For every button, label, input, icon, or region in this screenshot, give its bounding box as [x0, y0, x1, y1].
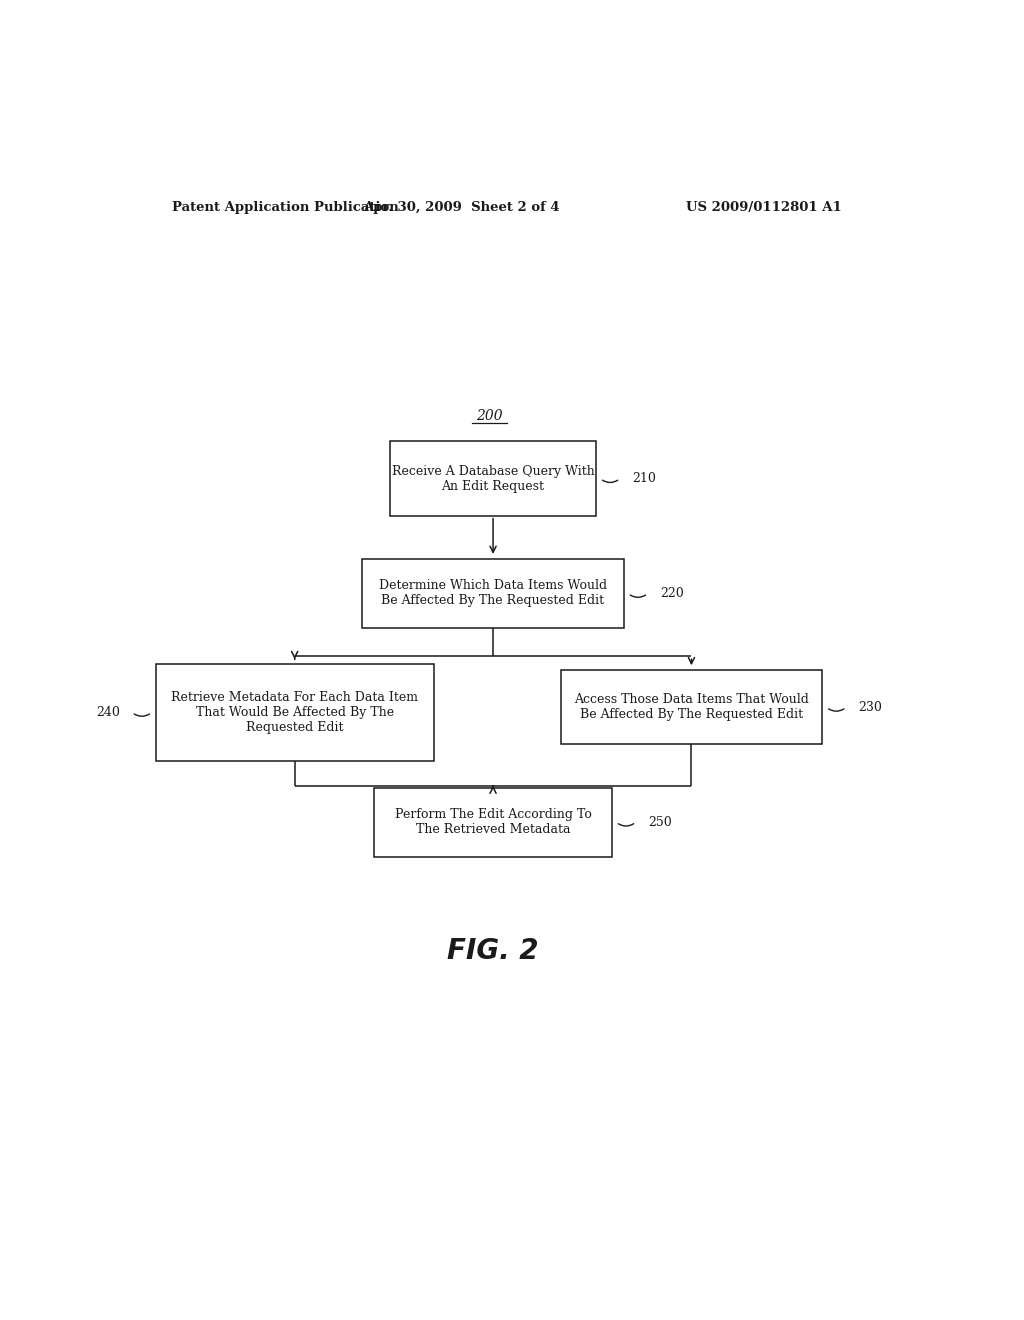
Text: Perform The Edit According To
The Retrieved Metadata: Perform The Edit According To The Retrie…	[394, 808, 592, 836]
Text: Access Those Data Items That Would
Be Affected By The Requested Edit: Access Those Data Items That Would Be Af…	[574, 693, 809, 721]
Bar	[362, 558, 624, 628]
Bar	[560, 671, 822, 744]
Text: 200: 200	[476, 409, 503, 422]
Bar	[374, 788, 612, 857]
Text: US 2009/0112801 A1: US 2009/0112801 A1	[686, 201, 842, 214]
Text: 210: 210	[632, 473, 655, 484]
Text: Retrieve Metadata For Each Data Item
That Would Be Affected By The
Requested Edi: Retrieve Metadata For Each Data Item Tha…	[171, 690, 418, 734]
Text: 230: 230	[858, 701, 882, 714]
Text: Patent Application Publication: Patent Application Publication	[172, 201, 398, 214]
Text: FIG. 2: FIG. 2	[447, 937, 539, 965]
Text: Determine Which Data Items Would
Be Affected By The Requested Edit: Determine Which Data Items Would Be Affe…	[379, 579, 607, 607]
Text: Receive A Database Query With
An Edit Request: Receive A Database Query With An Edit Re…	[392, 465, 594, 492]
Text: 220: 220	[659, 587, 683, 599]
Text: 250: 250	[648, 816, 672, 829]
Text: Apr. 30, 2009  Sheet 2 of 4: Apr. 30, 2009 Sheet 2 of 4	[362, 201, 560, 214]
Bar	[156, 664, 433, 760]
Bar	[390, 441, 596, 516]
Text: 240: 240	[96, 706, 120, 719]
